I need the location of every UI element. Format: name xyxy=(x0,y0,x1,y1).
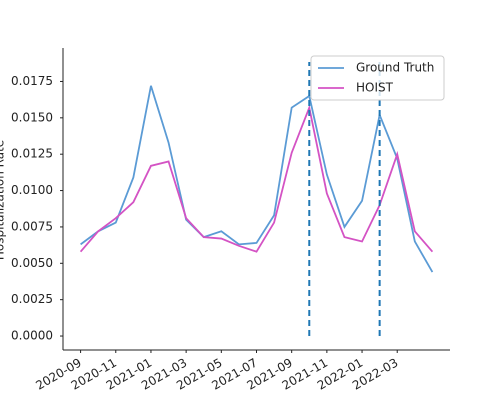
legend-box xyxy=(310,55,445,101)
legend: Ground Truth HOIST xyxy=(310,55,445,101)
series-line xyxy=(79,104,434,253)
y-tick-label: 0.0175 xyxy=(11,74,53,88)
legend-label: Ground Truth xyxy=(356,61,434,75)
y-tick-label: 0.0000 xyxy=(11,329,53,343)
y-axis-label: Hospitalization Rate xyxy=(0,140,7,260)
y-tick-label: 0.0150 xyxy=(11,110,53,124)
y-tick-label: 0.0100 xyxy=(11,183,53,197)
y-tick-label: 0.0125 xyxy=(11,147,53,161)
y-tick-label: 0.0050 xyxy=(11,256,53,270)
y-tick-label: 0.0075 xyxy=(11,219,53,233)
y-tick-label: 0.0025 xyxy=(11,292,53,306)
legend-label: HOIST xyxy=(356,81,394,95)
series-line xyxy=(80,85,434,273)
